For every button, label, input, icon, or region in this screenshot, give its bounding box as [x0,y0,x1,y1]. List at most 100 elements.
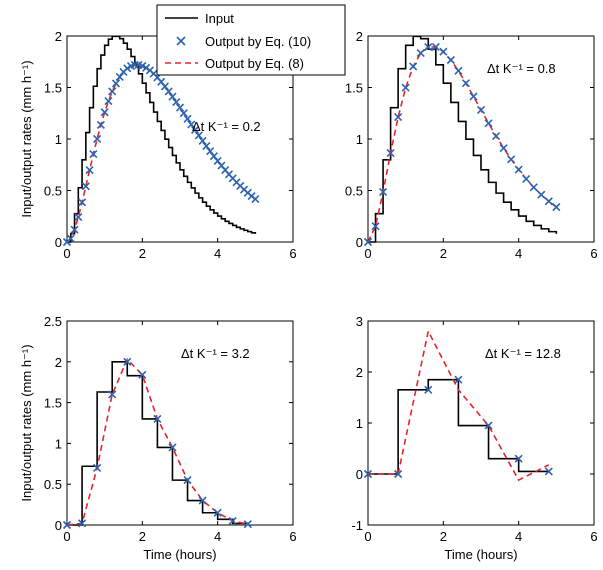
y-axis-label: Input/output rates (mm h⁻¹) [19,60,34,217]
x-tick-label: 0 [364,246,371,261]
eq10-marker [363,469,373,479]
x-tick-label: 2 [440,529,447,544]
eq10-marker [62,520,72,530]
eq10-marker [164,87,173,96]
x-axis-label: Time (hours) [444,547,517,562]
eq10-marker [175,103,185,112]
eq10-marker [522,174,531,183]
x-tick-label: 2 [440,246,447,261]
y-tick-label: 1 [356,416,363,431]
eq10-marker [228,516,237,525]
eq10-marker [108,390,117,399]
eq10-marker [544,467,553,476]
y-tick-label: 1.5 [44,396,62,411]
eq10-marker [379,187,388,197]
eq10-marker [514,454,523,463]
eq10-marker [394,112,403,122]
eq10-marker [484,119,493,128]
x-tick-label: 0 [63,246,70,261]
input-series-line [368,35,558,243]
eq10-marker [206,147,215,156]
y-tick-label: 0 [55,518,62,533]
legend-eq10-swatch [176,36,186,46]
y-tick-label: 2 [356,365,363,380]
x-axis-label: Time (hours) [143,547,216,562]
y-tick-label: 0.5 [44,477,62,492]
eq10-marker [446,55,455,65]
y-tick-label: 2 [55,355,62,370]
eq10-marker [476,105,486,115]
eq10-marker [552,203,561,212]
eq10-marker [66,234,75,243]
eq10-marker [424,42,433,52]
chart-panel-2: 0 2 4 6 0 0.5 1 1.5 2 Δt K⁻¹ = 0.8 [345,29,598,261]
eq10-marker [100,108,109,117]
y-tick-label: 0 [356,235,363,250]
eq10-marker [138,370,147,379]
eq10-marker [70,225,79,234]
eq10-marker [187,120,196,129]
eq10-marker [191,125,200,135]
y-tick-label: 1 [55,436,62,451]
eq10-marker [183,476,192,485]
y-tick-label: 1.5 [44,81,62,96]
delta-annotation: Δt K⁻¹ = 0.2 [192,119,261,134]
eq10-marker [78,198,87,207]
eq10-marker [401,83,410,92]
y-tick-label: 2.5 [44,314,62,329]
eq10-marker [469,92,478,101]
y-tick-label: 1 [356,132,363,147]
eq10-marker [89,150,98,159]
eq10-marker [454,375,463,384]
y-tick-label: 0.5 [345,184,363,199]
eq10-marker [115,72,124,82]
eq10-marker [507,155,516,164]
legend-eq10-label: Output by Eq. (10) [205,34,311,49]
eq10-marker [93,463,102,472]
x-tick-label: 2 [139,246,146,261]
eq10-marker [85,165,94,175]
delta-annotation: Δt K⁻¹ = 3.2 [181,346,250,361]
eq10-marker [96,120,105,129]
y-tick-label: -1 [351,518,363,533]
y-tick-label: 1 [55,132,62,147]
legend: Input Output by Eq. (10) Output by Eq. (8) [156,4,346,76]
delta-annotation: Δt K⁻¹ = 12.8 [485,346,561,361]
y-tick-label: 1.5 [345,81,363,96]
eq10-marker [544,197,553,206]
axes-frame [66,320,294,526]
eq10-marker [153,414,162,423]
eq10-marker [243,520,252,529]
y-tick-label: 3 [356,314,363,329]
y-tick-label: 0.5 [44,184,62,199]
eq10-marker [183,114,192,123]
eq10-marker [78,519,87,528]
x-tick-label: 0 [364,529,371,544]
x-tick-label: 4 [515,529,522,544]
eq10-marker [461,79,470,88]
eq10-marker [142,63,151,72]
chart-panel-3: 0 2 4 6 0 0.5 1 1.5 2 2.5 Δt K⁻¹ = 3.2 Input/output… [19,314,297,562]
eq10-marker [202,142,211,151]
eq10-marker [74,213,83,222]
eq10-marker [172,98,181,107]
eq10-marker [111,79,121,88]
eq10-marker [514,165,523,174]
eq10-marker [213,508,222,517]
eq10-marker [454,66,463,75]
x-tick-label: 4 [214,529,221,544]
eq10-marker [160,82,169,91]
eq10-marker [123,64,132,73]
legend-eq8-label: Output by Eq. (8) [205,56,304,71]
eq8-series-line [66,64,256,243]
eq10-marker [431,42,440,52]
eq10-marker [492,131,501,141]
x-tick-label: 4 [515,246,522,261]
eq10-marker [484,421,493,430]
eq10-marker [179,109,188,118]
eq10-marker [371,222,380,231]
eq10-marker [123,357,132,366]
eq10-marker [529,183,538,192]
